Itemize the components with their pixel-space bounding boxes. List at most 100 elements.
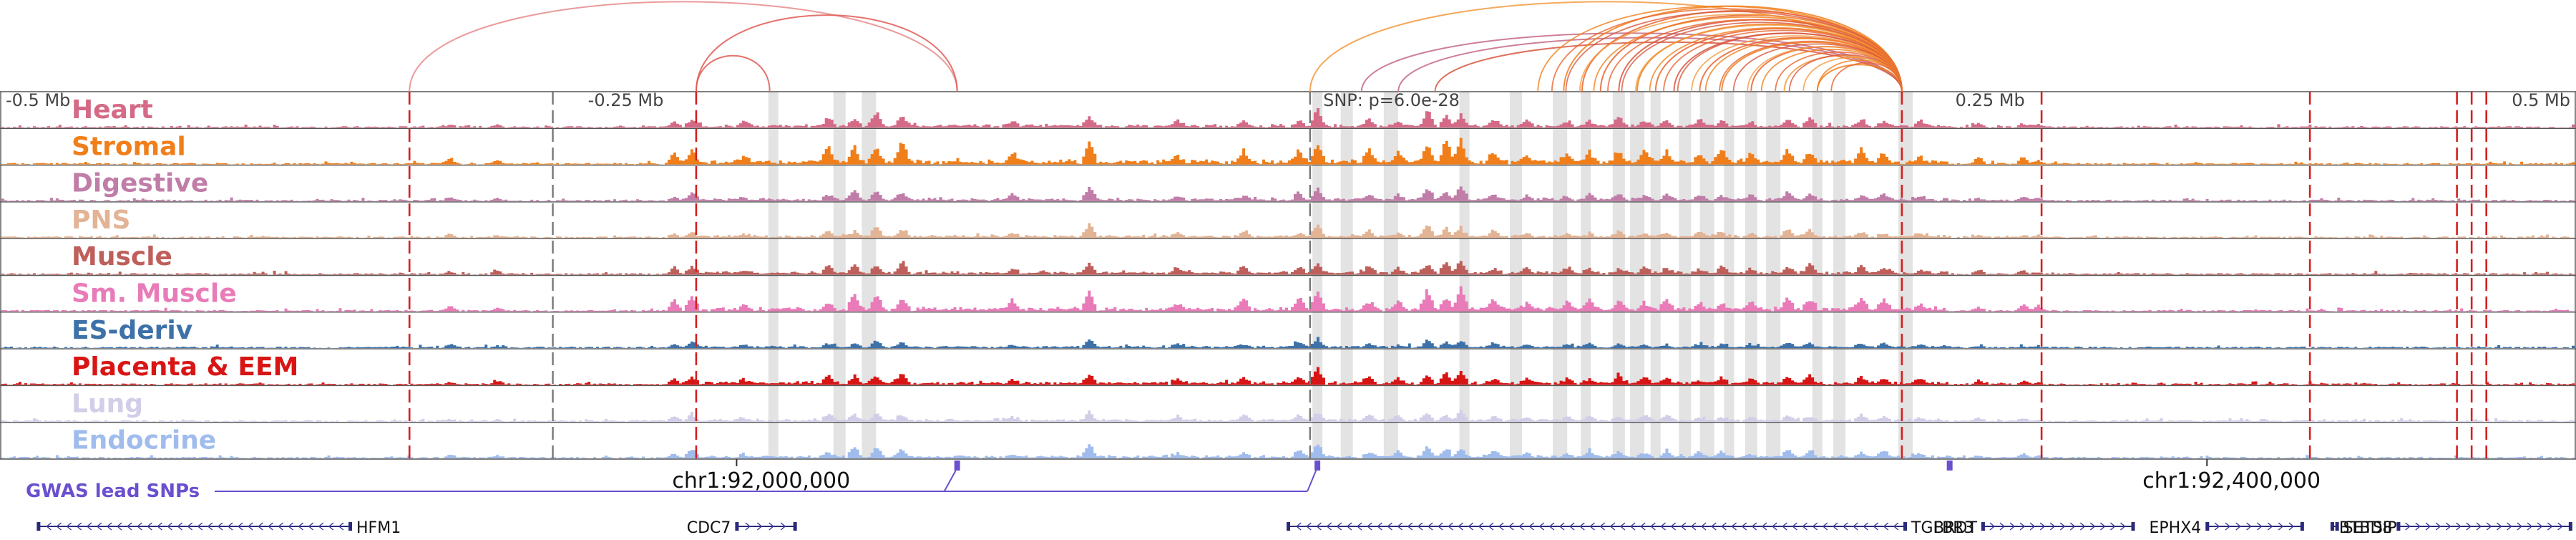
gene-brdt: BRDT bbox=[1933, 519, 2135, 537]
gene-strand-arrow bbox=[1458, 522, 1463, 531]
gene-strand-arrow bbox=[2547, 522, 2553, 531]
gene-strand-arrow bbox=[1589, 522, 1595, 531]
gene-strand-arrow bbox=[56, 522, 62, 531]
chromatin-loop-arc bbox=[1830, 62, 1903, 92]
gene-strand-arrow bbox=[227, 522, 233, 531]
gene-strand-arrow bbox=[106, 522, 112, 531]
track-endocrine bbox=[1, 444, 2575, 458]
gene-strand-arrow bbox=[338, 522, 344, 531]
gene-strand-arrow bbox=[1883, 522, 1889, 531]
gene-strand-arrow bbox=[1893, 522, 1899, 531]
gene-strand-arrow bbox=[1548, 522, 1555, 531]
gene-label: TGFBR3 bbox=[1911, 519, 1974, 537]
gene-strand-arrow bbox=[1417, 522, 1423, 531]
track-signal-area bbox=[1, 286, 2575, 312]
gene-strand-arrow bbox=[2425, 522, 2431, 531]
gene-strand-arrow bbox=[2527, 522, 2533, 531]
gene-label: BTBD8 bbox=[2339, 519, 2393, 537]
gene-strand-arrow bbox=[1843, 522, 1848, 531]
gene-exon bbox=[36, 522, 41, 531]
gene-strand-arrow bbox=[1873, 522, 1879, 531]
gene-strand-arrow bbox=[1853, 522, 1858, 531]
gene-strand-arrow bbox=[1356, 522, 1362, 531]
gene-strand-arrow bbox=[278, 522, 283, 531]
gene-strand-arrow bbox=[1569, 522, 1575, 531]
gene-strand-arrow bbox=[1367, 522, 1372, 531]
gene-exon bbox=[793, 522, 797, 531]
gene-strand-arrow bbox=[1802, 522, 1808, 531]
track-label: Heart bbox=[72, 95, 153, 125]
gene-strand-arrow bbox=[1812, 522, 1818, 531]
gene-strand-arrow bbox=[1741, 522, 1747, 531]
track-signal-area bbox=[1, 186, 2575, 201]
gene-strand-arrow bbox=[1316, 522, 1322, 531]
gene-strand-arrow bbox=[2466, 522, 2472, 531]
track-signal-area bbox=[1, 108, 2575, 128]
gene-strand-arrow bbox=[157, 522, 162, 531]
gene-label: HFM1 bbox=[356, 519, 401, 537]
gene-exon bbox=[1287, 522, 1290, 531]
gene-strand-arrow bbox=[1427, 522, 1433, 531]
gene-strand-arrow bbox=[298, 522, 304, 531]
ruler-label: -0.5 Mb bbox=[6, 90, 70, 110]
gene-strand-arrow bbox=[1336, 522, 1342, 531]
track-label: PNS bbox=[72, 206, 130, 235]
gene-strand-arrow bbox=[1326, 522, 1332, 531]
gene-exon bbox=[2205, 522, 2210, 531]
gene-strand-arrow bbox=[2029, 522, 2036, 531]
track-lung bbox=[1, 410, 2575, 422]
gene-strand-arrow bbox=[187, 522, 193, 531]
gene-strand-arrow bbox=[1660, 522, 1666, 531]
gene-strand-arrow bbox=[2288, 522, 2295, 531]
coordinate-label: chr1:92,400,000 bbox=[2142, 468, 2321, 493]
gene-strand-arrow bbox=[1792, 522, 1797, 531]
gene-strand-arrow bbox=[207, 522, 213, 531]
gene-exon bbox=[2396, 522, 2401, 531]
gene-strand-arrow bbox=[1558, 522, 1565, 531]
gene-btbd8: BTBD8 bbox=[2339, 519, 2572, 537]
gene-strand-arrow bbox=[769, 522, 774, 531]
track-label: Endocrine bbox=[72, 426, 216, 455]
gene-strand-arrow bbox=[127, 522, 132, 531]
gene-strand-arrow bbox=[1478, 522, 1484, 531]
gene-strand-arrow bbox=[2089, 522, 2096, 531]
track-signal-area bbox=[1, 367, 2575, 385]
gwas-snp-connector bbox=[943, 470, 957, 492]
chromatin-loop-arc bbox=[1397, 37, 1903, 92]
gene-strand-arrow bbox=[308, 522, 314, 531]
loops-layer bbox=[409, 1, 1903, 92]
gene-exon bbox=[2330, 522, 2334, 531]
gene-strand-arrow bbox=[2099, 522, 2106, 531]
coordinate-label: chr1:92,000,000 bbox=[672, 468, 850, 493]
gene-strand-arrow bbox=[1488, 522, 1494, 531]
gene-label: EPHX4 bbox=[2150, 519, 2202, 537]
gene-strand-arrow bbox=[1772, 522, 1777, 531]
chromatin-loop-arc bbox=[1434, 41, 1903, 92]
gene-setsip: SETSIP bbox=[2330, 519, 2397, 537]
track-es-deriv bbox=[1, 337, 2575, 349]
gwas-track-label: GWAS lead SNPs bbox=[26, 481, 200, 502]
gene-tgfbr3: TGFBR3 bbox=[1287, 519, 1974, 537]
track-heart bbox=[1, 108, 2575, 128]
gene-strand-arrow bbox=[1629, 522, 1636, 531]
chromatin-loop-arc bbox=[695, 14, 958, 92]
gene-exon bbox=[2568, 522, 2572, 531]
gene-strand-arrow bbox=[2009, 522, 2016, 531]
background-layer bbox=[0, 91, 2576, 460]
gene-strand-arrow bbox=[1498, 522, 1504, 531]
gene-strand-arrow bbox=[1711, 522, 1717, 531]
gene-strand-arrow bbox=[2517, 522, 2522, 531]
gene-strand-arrow bbox=[2069, 522, 2076, 531]
chromatin-loop-arc bbox=[695, 54, 771, 92]
gene-strand-arrow bbox=[137, 522, 142, 531]
ruler-label: -0.25 Mb bbox=[588, 90, 664, 110]
track-signal-area bbox=[1, 261, 2575, 275]
gene-label: BRDT bbox=[1933, 519, 1977, 537]
gene-strand-arrow bbox=[2507, 522, 2512, 531]
gene-strand-arrow bbox=[1989, 522, 1996, 531]
gene-strand-arrow bbox=[86, 522, 92, 531]
track-label: ES-deriv bbox=[72, 316, 192, 345]
tracks-layer bbox=[1, 108, 2575, 458]
gene-strand-arrow bbox=[1640, 522, 1646, 531]
